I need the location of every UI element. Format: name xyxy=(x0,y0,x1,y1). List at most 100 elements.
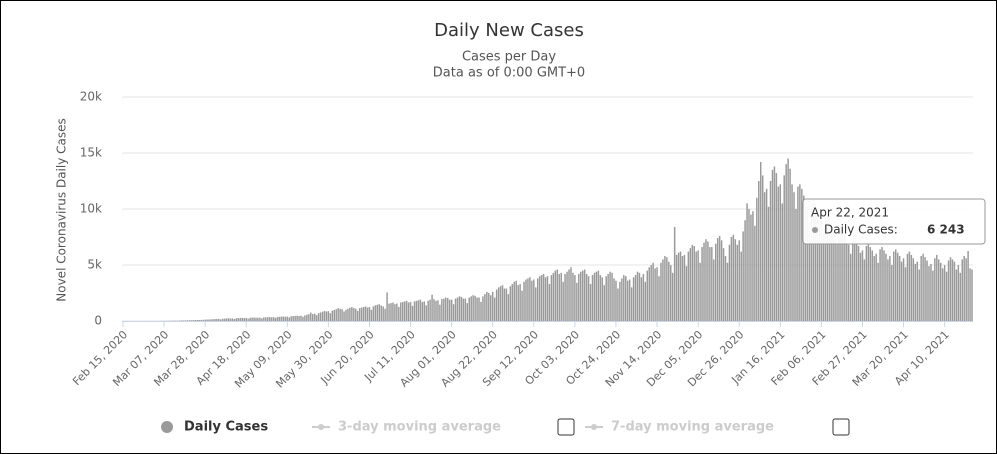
bar xyxy=(409,301,412,321)
bar xyxy=(718,235,721,321)
bar xyxy=(787,158,789,321)
bar xyxy=(820,220,823,321)
bar xyxy=(779,184,782,321)
chart-title: Daily New Cases xyxy=(434,20,584,41)
bar xyxy=(906,253,909,321)
bar xyxy=(546,276,549,321)
bar xyxy=(664,256,666,321)
bar xyxy=(904,267,907,321)
bar xyxy=(415,300,418,321)
bar xyxy=(353,308,355,321)
bar xyxy=(701,247,703,321)
legend-label[interactable]: Daily Cases xyxy=(184,420,268,435)
bar xyxy=(963,256,965,321)
bar xyxy=(317,313,320,321)
bar xyxy=(540,275,543,321)
bar xyxy=(959,272,962,321)
bar xyxy=(194,320,197,321)
bar xyxy=(744,220,746,321)
bar xyxy=(828,217,830,321)
bar xyxy=(716,238,719,321)
bar xyxy=(728,244,731,321)
bar xyxy=(654,268,656,321)
bar xyxy=(881,247,883,321)
tooltip: Apr 22, 2021 Daily Cases: 6 243 xyxy=(802,198,986,245)
bar xyxy=(838,229,840,321)
bar xyxy=(922,253,924,321)
bar xyxy=(480,301,482,321)
bar xyxy=(644,281,647,321)
bar xyxy=(808,222,811,321)
bar xyxy=(936,254,938,321)
bar xyxy=(351,307,353,321)
bar xyxy=(458,296,461,321)
bar xyxy=(736,244,739,321)
bar xyxy=(355,308,357,321)
bar xyxy=(527,278,529,321)
bar xyxy=(834,232,836,321)
bar xyxy=(640,277,643,321)
bar xyxy=(840,226,842,321)
bar xyxy=(603,285,605,321)
bar xyxy=(308,314,310,321)
bar xyxy=(335,309,337,321)
bar xyxy=(693,245,695,321)
legend-label[interactable]: 7-day moving average xyxy=(611,420,774,435)
bar xyxy=(767,206,770,321)
bar xyxy=(329,313,332,321)
bar xyxy=(724,256,727,321)
bar xyxy=(668,261,670,321)
bar xyxy=(969,268,971,321)
bar xyxy=(842,230,844,321)
bar xyxy=(535,287,537,321)
bar xyxy=(323,310,326,321)
bar xyxy=(810,203,813,321)
bar xyxy=(930,263,932,321)
bar xyxy=(270,317,273,321)
bar xyxy=(756,197,758,321)
bar xyxy=(720,240,723,321)
bar xyxy=(239,317,242,321)
bar xyxy=(515,280,517,321)
bar xyxy=(313,313,316,321)
bar xyxy=(591,275,594,321)
bar xyxy=(597,270,600,321)
bar xyxy=(548,284,551,321)
checkbox[interactable] xyxy=(557,418,575,436)
bar xyxy=(482,296,484,321)
bar xyxy=(715,243,717,321)
bar xyxy=(268,317,271,321)
bar xyxy=(844,234,846,321)
bar xyxy=(752,211,754,321)
bar xyxy=(490,295,492,321)
bar xyxy=(431,294,433,321)
bar xyxy=(785,164,787,321)
bar xyxy=(282,316,285,321)
bar xyxy=(509,286,512,321)
bar xyxy=(836,243,838,321)
bar xyxy=(366,307,369,321)
legend-marker[interactable] xyxy=(161,421,173,433)
legend-marker[interactable] xyxy=(318,424,324,430)
bar xyxy=(711,247,713,321)
bar xyxy=(531,280,533,321)
checkbox[interactable] xyxy=(832,418,850,436)
bar xyxy=(713,259,715,321)
bar xyxy=(382,306,384,321)
bar xyxy=(566,271,568,321)
bar xyxy=(249,317,251,321)
bar xyxy=(863,259,866,321)
bar xyxy=(902,258,905,321)
legend-marker[interactable] xyxy=(591,424,597,430)
bar xyxy=(229,318,232,321)
bar xyxy=(722,248,725,321)
legend-label[interactable]: 3-day moving average xyxy=(338,420,501,435)
bar xyxy=(732,234,735,321)
bar xyxy=(648,267,650,321)
bar xyxy=(642,273,645,321)
bar xyxy=(953,261,956,321)
tooltip-title: Apr 22, 2021 xyxy=(811,206,889,220)
bar xyxy=(296,315,298,321)
bar xyxy=(466,303,469,321)
